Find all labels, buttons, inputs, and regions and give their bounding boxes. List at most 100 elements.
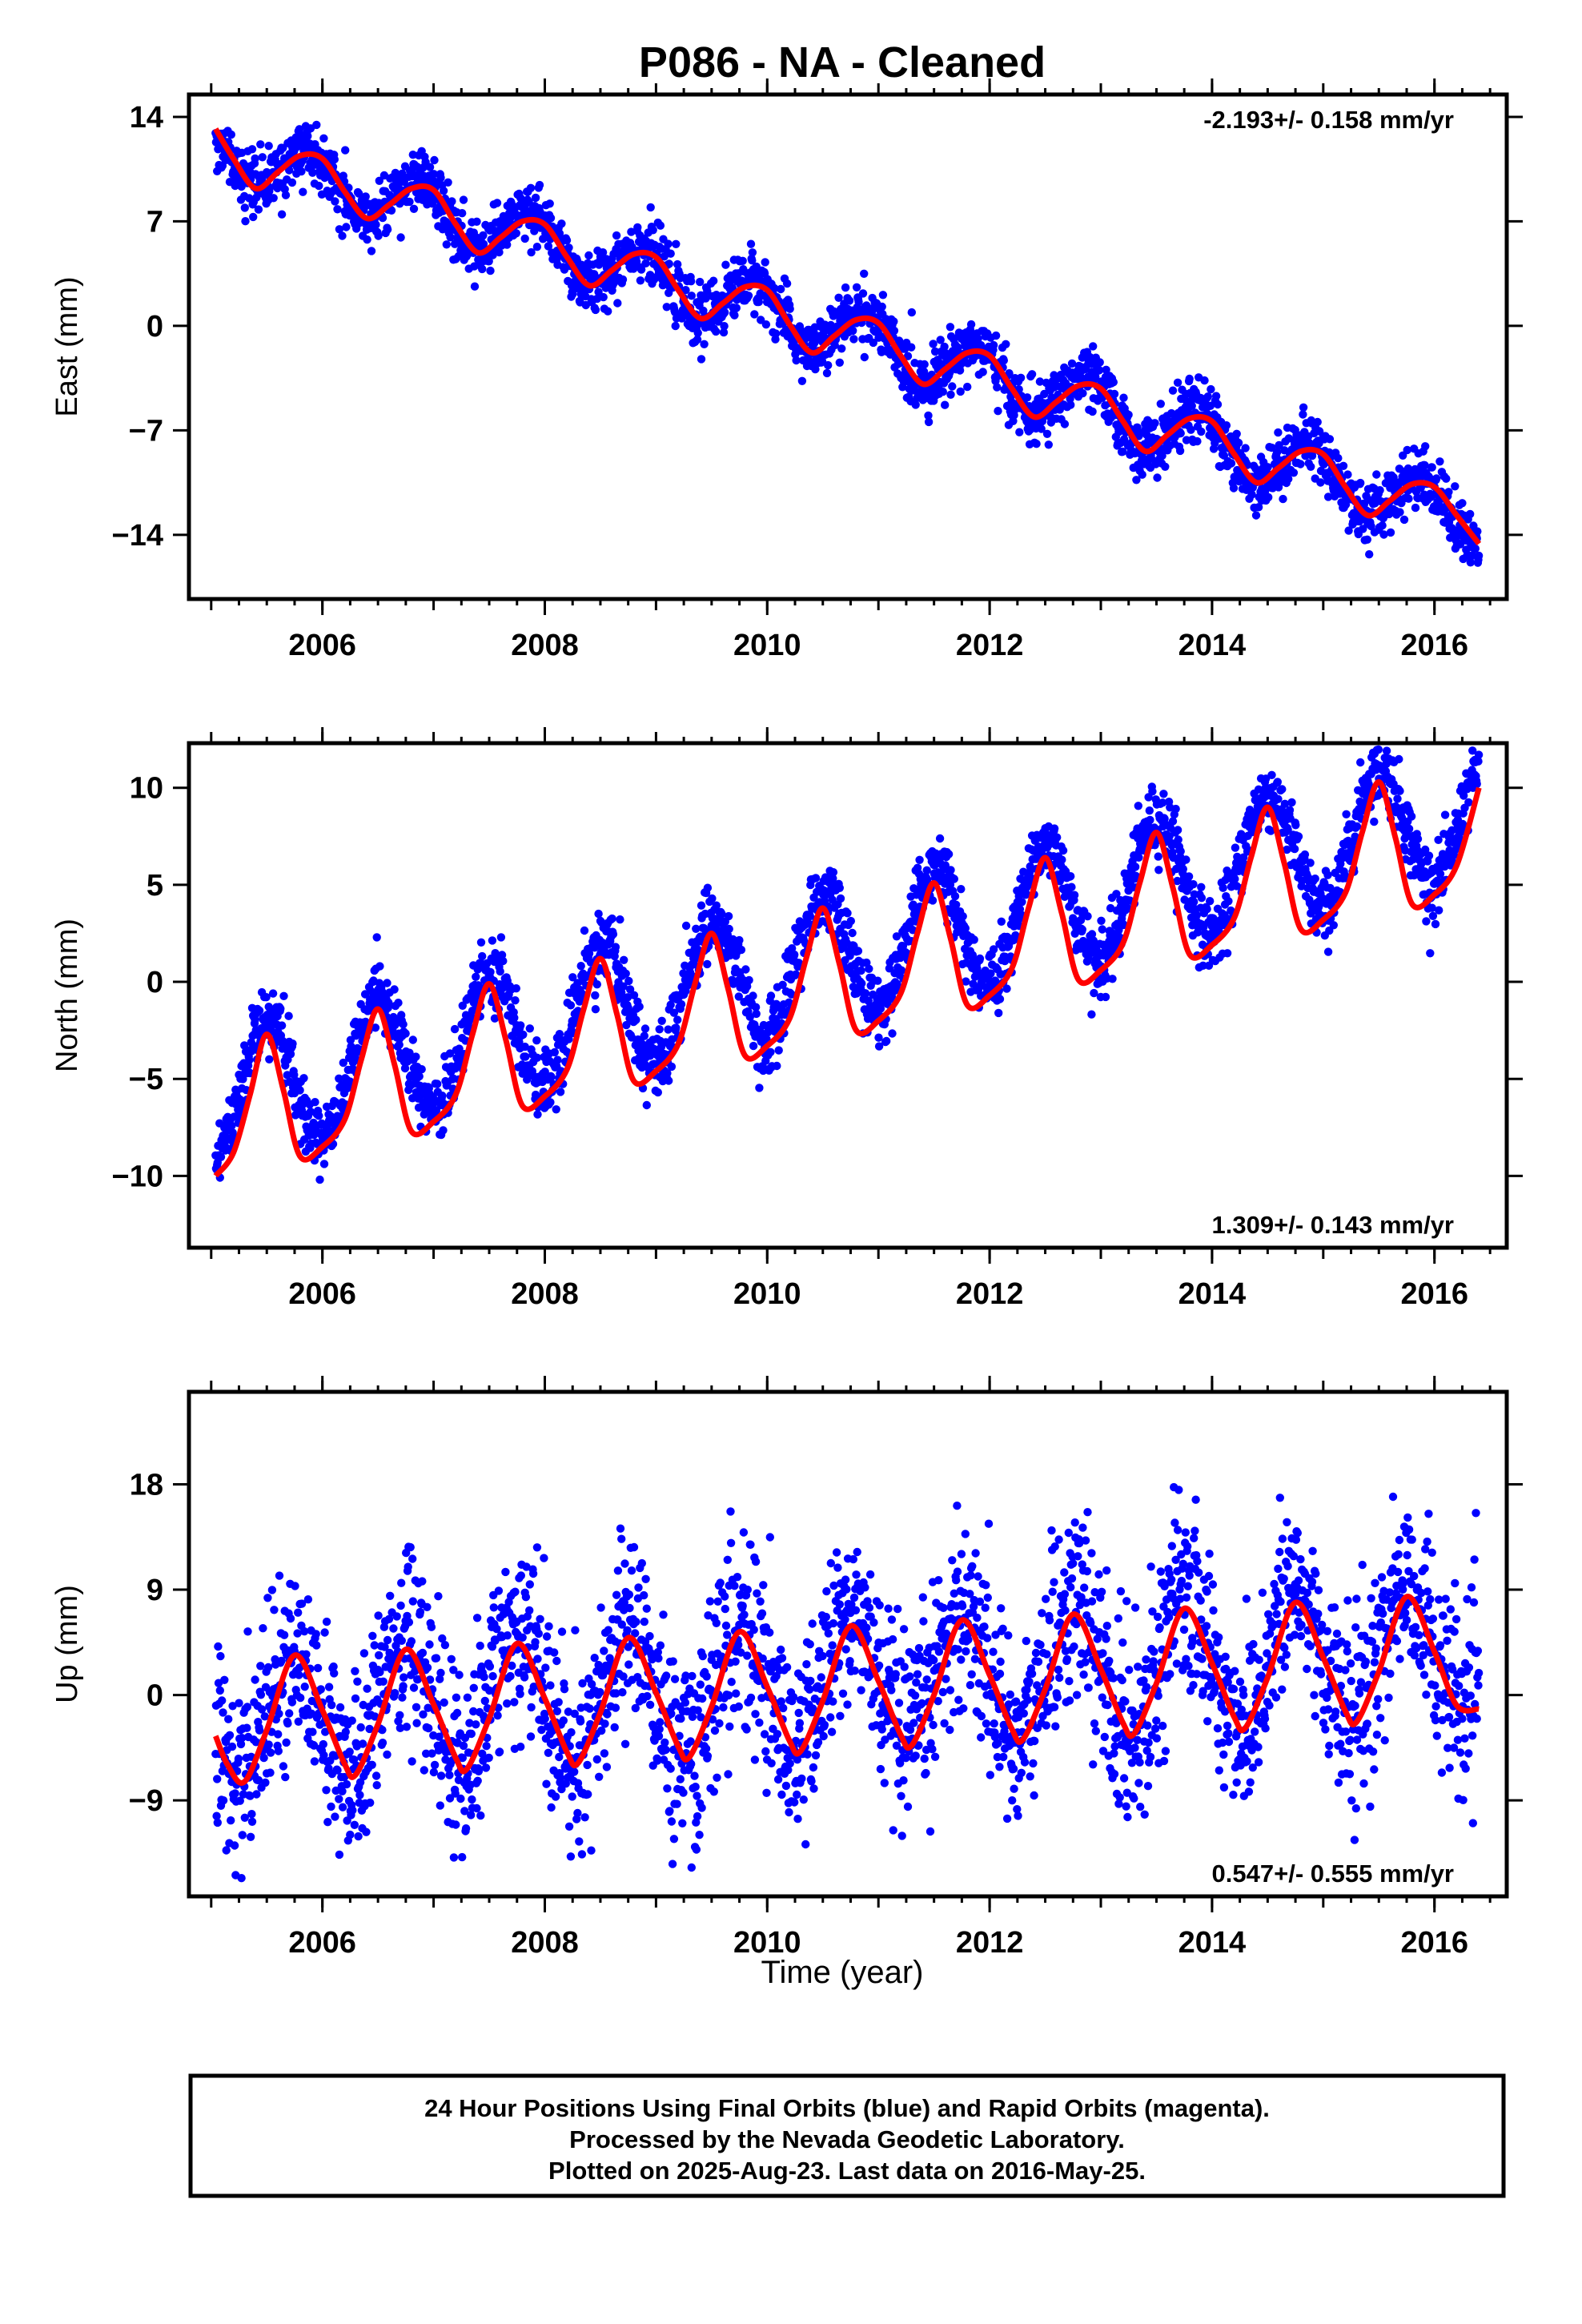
north-point-204 — [311, 1098, 319, 1107]
east-point-2114 — [1241, 444, 1250, 452]
east-point-2015 — [1193, 436, 1202, 446]
east-point-805 — [604, 307, 612, 316]
east-point-268 — [342, 223, 351, 231]
north-point-880 — [640, 1031, 648, 1040]
north-point-481 — [445, 1049, 455, 1058]
east-point-1464 — [924, 417, 934, 427]
east-point-1204 — [797, 376, 807, 385]
east-point-2474 — [1416, 483, 1425, 493]
east-point-1524 — [954, 344, 962, 352]
east-point-1044 — [720, 322, 729, 331]
east-point-926 — [662, 303, 671, 312]
east-point-1975 — [1173, 378, 1182, 387]
north-point-1998 — [1184, 872, 1194, 881]
east-point-1102 — [748, 248, 757, 257]
north-point-2079 — [1224, 897, 1233, 906]
east-point-1130 — [761, 320, 771, 329]
east-point-665 — [535, 180, 544, 190]
east-point-866 — [633, 223, 642, 232]
north-point-842 — [621, 969, 630, 979]
north-point-1516 — [950, 875, 959, 883]
east-point-1707 — [1042, 429, 1052, 438]
north-point-1530 — [957, 885, 966, 894]
east-point-725 — [564, 243, 573, 252]
north-point-1936 — [1154, 866, 1163, 875]
east-point-1528 — [955, 366, 965, 375]
east-point-2495 — [1427, 493, 1435, 501]
east-point-32 — [227, 130, 235, 139]
east-point-913 — [656, 221, 665, 230]
east-point-2227 — [1296, 460, 1305, 468]
east-point-1874 — [1124, 410, 1133, 420]
east-point-136 — [277, 210, 287, 219]
east-point-75 — [247, 145, 257, 154]
north-point-2007 — [1189, 880, 1198, 889]
north-point-780 — [591, 1005, 600, 1014]
east-point-266 — [341, 146, 350, 155]
north-point-212 — [315, 1112, 323, 1120]
east-point-1493 — [938, 388, 948, 396]
east-point-2358 — [1359, 499, 1369, 508]
east-point-2181 — [1274, 428, 1283, 437]
east-point-222 — [319, 134, 328, 143]
east-point-2418 — [1389, 472, 1398, 482]
east-point-2043 — [1207, 384, 1215, 394]
east-point-477 — [444, 178, 452, 187]
east-point-1106 — [750, 310, 759, 319]
north-point-948 — [673, 1015, 682, 1024]
north-point-2216 — [1291, 821, 1300, 830]
east-point-1301 — [845, 296, 854, 305]
east-point-945 — [672, 239, 681, 248]
east-point-1293 — [841, 283, 850, 292]
east-point-780 — [591, 305, 600, 315]
north-point-2008 — [1190, 897, 1199, 907]
east-point-1320 — [854, 297, 863, 306]
east-point-407 — [409, 204, 419, 213]
north-point-1841 — [1108, 975, 1117, 983]
north-point-661 — [533, 1110, 542, 1119]
east-point-1115 — [754, 297, 763, 307]
east-point-2191 — [1279, 494, 1287, 504]
east-ytick-label: −14 — [112, 519, 163, 553]
north-point-223 — [319, 1160, 329, 1168]
north-point-1232 — [811, 874, 821, 883]
east-point-598 — [503, 240, 512, 249]
north-point-1935 — [1154, 852, 1162, 861]
east-point-1685 — [1032, 440, 1041, 448]
north-point-1140 — [766, 991, 776, 1000]
north-point-590 — [499, 956, 508, 966]
north-point-2256 — [1311, 875, 1319, 883]
north-point-689 — [547, 1072, 556, 1082]
east-point-1949 — [1161, 462, 1170, 471]
east-point-786 — [594, 287, 603, 296]
north-point-779 — [591, 991, 600, 1000]
north-point-911 — [655, 1025, 664, 1034]
east-point-2593 — [1474, 551, 1484, 561]
east-point-2586 — [1471, 544, 1480, 553]
north-point-2204 — [1285, 806, 1295, 814]
north-point-1075 — [735, 935, 744, 945]
north-point-617 — [512, 984, 520, 993]
east-point-1676 — [1027, 370, 1037, 379]
east-point-1509 — [946, 390, 955, 399]
east-point-2372 — [1367, 521, 1375, 531]
north-point-1460 — [922, 866, 931, 875]
north-point-1917 — [1145, 806, 1154, 815]
east-point-547 — [478, 264, 487, 274]
east-point-334 — [374, 231, 383, 240]
north-point-110 — [265, 1055, 274, 1064]
north-point-2181 — [1274, 794, 1283, 803]
east-point-1043 — [719, 328, 729, 337]
east-point-2183 — [1275, 440, 1283, 450]
north-point-1095 — [745, 975, 753, 985]
east-point-864 — [632, 257, 641, 266]
north-point-1798 — [1087, 1010, 1096, 1019]
north-point-1976 — [1174, 835, 1182, 844]
east-point-948 — [673, 259, 682, 269]
north-point-133 — [276, 1004, 285, 1013]
east-point-1192 — [792, 356, 801, 365]
east-point-1370 — [878, 291, 888, 300]
east-point-2497 — [1427, 463, 1436, 472]
north-point-1009 — [703, 959, 712, 969]
